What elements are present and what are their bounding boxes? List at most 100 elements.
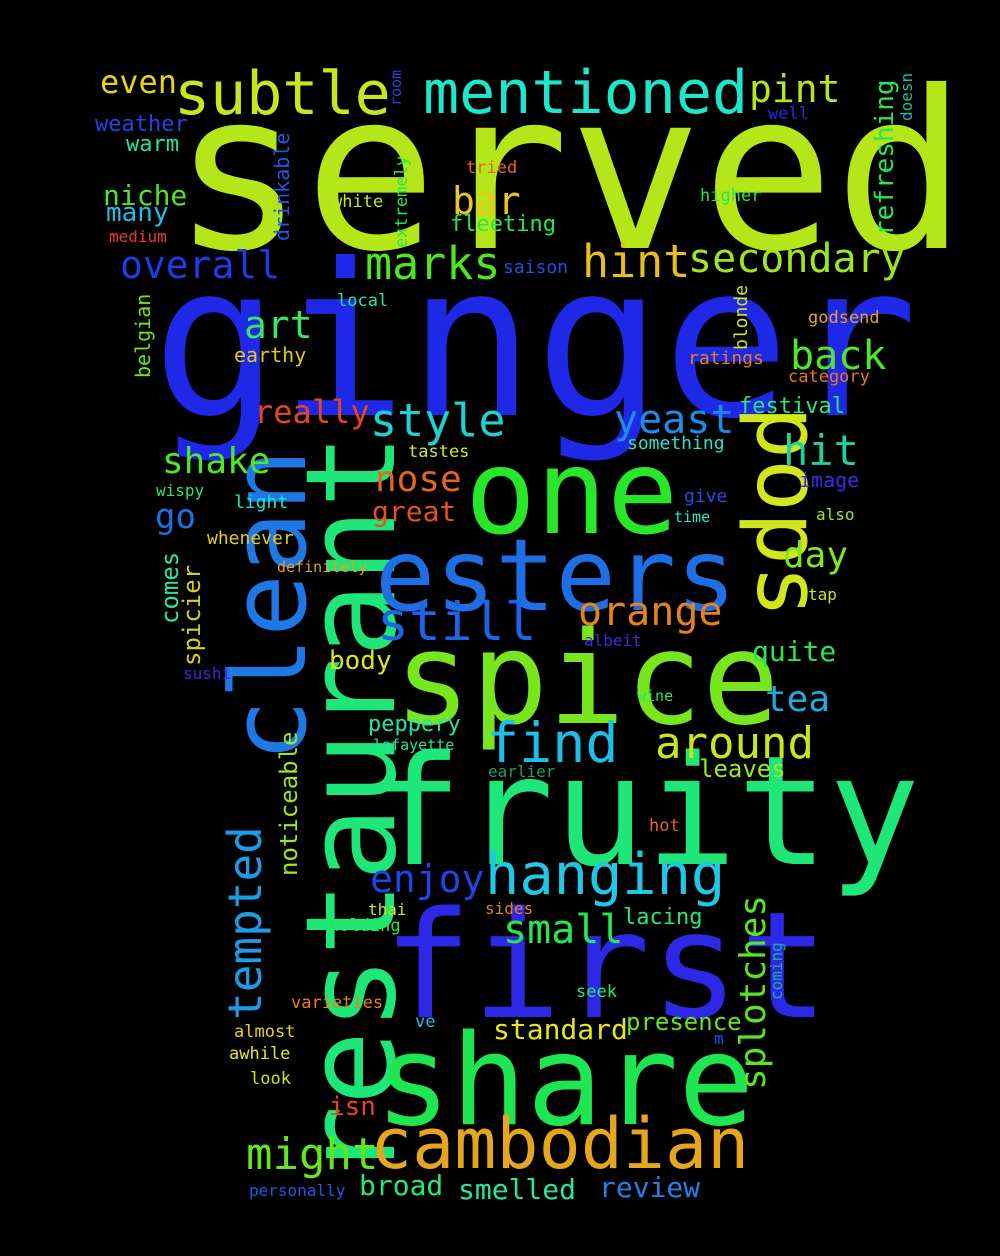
word-share: share (375, 1007, 755, 1154)
word-light: light (234, 492, 289, 513)
word-peppery: peppery (368, 712, 461, 737)
word-body: body (329, 646, 392, 676)
word-drinkable: drinkable (270, 132, 294, 241)
word-quite: quite (752, 635, 837, 668)
word-hanging: hanging (485, 842, 726, 908)
word-varieties: varieties (291, 993, 384, 1013)
word-review: review (599, 1171, 701, 1204)
word-really: really (254, 393, 370, 431)
word-refreshing: refreshing (870, 79, 900, 236)
word-niche: niche (103, 179, 188, 212)
word-small: small (503, 907, 624, 953)
word-around: around (655, 718, 814, 769)
word-go: go (155, 497, 196, 537)
word-belgian: belgian (131, 293, 155, 378)
word-still: still (377, 592, 537, 653)
word-definitely: definitely (277, 558, 368, 576)
word-doesn: doesn (897, 72, 916, 121)
word-back: back (790, 333, 887, 379)
word-local: local (337, 291, 389, 311)
word-earthy: earthy (234, 343, 307, 367)
word-give: give (684, 486, 728, 507)
word-ve: ve (415, 1012, 436, 1032)
word-tastes: tastes (408, 442, 470, 462)
word-first: first (383, 880, 829, 1052)
word-blonde: blonde (731, 284, 752, 350)
word-category: category (788, 367, 870, 387)
word-might: might (246, 1129, 379, 1180)
word-tea: tea (765, 679, 831, 720)
word-also: also (816, 505, 855, 524)
word-well: well (768, 104, 809, 124)
word-seek: seek (576, 982, 617, 1002)
word-even: even (100, 63, 178, 101)
word-presence: presence (626, 1008, 742, 1036)
word-wine: wine (637, 687, 674, 705)
word-weather: weather (95, 112, 188, 137)
word-style: style (370, 394, 506, 447)
word-overall: overall (120, 243, 281, 287)
word-pint: pint (749, 67, 841, 111)
word-esters: esters (375, 517, 737, 634)
word-leaves: leaves (699, 755, 786, 783)
word-secondary: secondary (688, 236, 905, 282)
word-sushi: sushi (183, 664, 232, 683)
word-m: m (714, 1029, 724, 1048)
word-one: one (465, 423, 679, 561)
word-yeast: yeast (614, 397, 735, 443)
word-festival: festival (739, 394, 845, 419)
word-warm: warm (126, 132, 179, 157)
word-tried: tried (466, 158, 518, 178)
word-many: many (106, 198, 169, 228)
word-personally: personally (249, 1181, 346, 1200)
word-look: look (250, 1069, 291, 1089)
word-smelled: smelled (458, 1173, 577, 1206)
word-lafayette: lafayette (373, 736, 455, 754)
word-lacing: lacing (623, 905, 703, 930)
word-tempted: tempted (218, 826, 272, 1020)
word-image: image (799, 468, 860, 492)
word-saison: saison (503, 257, 569, 278)
word-find: find (486, 711, 619, 775)
word-hit: hit (783, 426, 859, 475)
word-broad: broad (359, 1169, 444, 1202)
word-hint: hint (582, 235, 691, 288)
word-albeit: albeit (584, 631, 642, 650)
word-whenever: whenever (207, 528, 294, 549)
word-nose: nose (375, 459, 462, 500)
word-medium: medium (109, 227, 167, 246)
word-higher: higher (700, 186, 762, 206)
word-day: day (783, 535, 849, 576)
word-fruity: fruity (371, 723, 921, 900)
word-standard: standard (493, 1013, 628, 1046)
word-cambodian: cambodian (370, 1103, 750, 1185)
word-marks: marks (365, 237, 501, 290)
word-spice: spice (394, 605, 780, 754)
word-fleeting: fleeting (450, 212, 556, 237)
word-white: white (332, 192, 384, 212)
word-orange: orange (578, 589, 723, 635)
word-sides: sides (485, 899, 534, 918)
word-godsend: godsend (808, 308, 880, 328)
word-subtle: subtle (174, 59, 391, 129)
word-wispy: wispy (156, 481, 205, 500)
word-ginger: ginger (152, 218, 918, 465)
word-time: time (674, 508, 711, 526)
word-great: great (372, 495, 457, 528)
word-served: served (172, 44, 967, 300)
word-art: art (244, 303, 313, 347)
word-isn: isn (329, 1092, 376, 1122)
word-room: room (387, 69, 405, 106)
word-noticeable: noticeable (275, 731, 303, 877)
word-something: something (627, 433, 725, 454)
word-hot: hot (649, 816, 680, 836)
word-comes: comes (156, 551, 184, 624)
word-almost: almost (234, 1022, 296, 1042)
word-mentioned: mentioned (423, 58, 749, 128)
word-ratings: ratings (688, 348, 764, 369)
word-coming: coming (767, 942, 786, 1000)
word-earlier: earlier (488, 762, 556, 781)
word-tap: tap (808, 585, 837, 604)
word-bar: bar (452, 179, 521, 223)
